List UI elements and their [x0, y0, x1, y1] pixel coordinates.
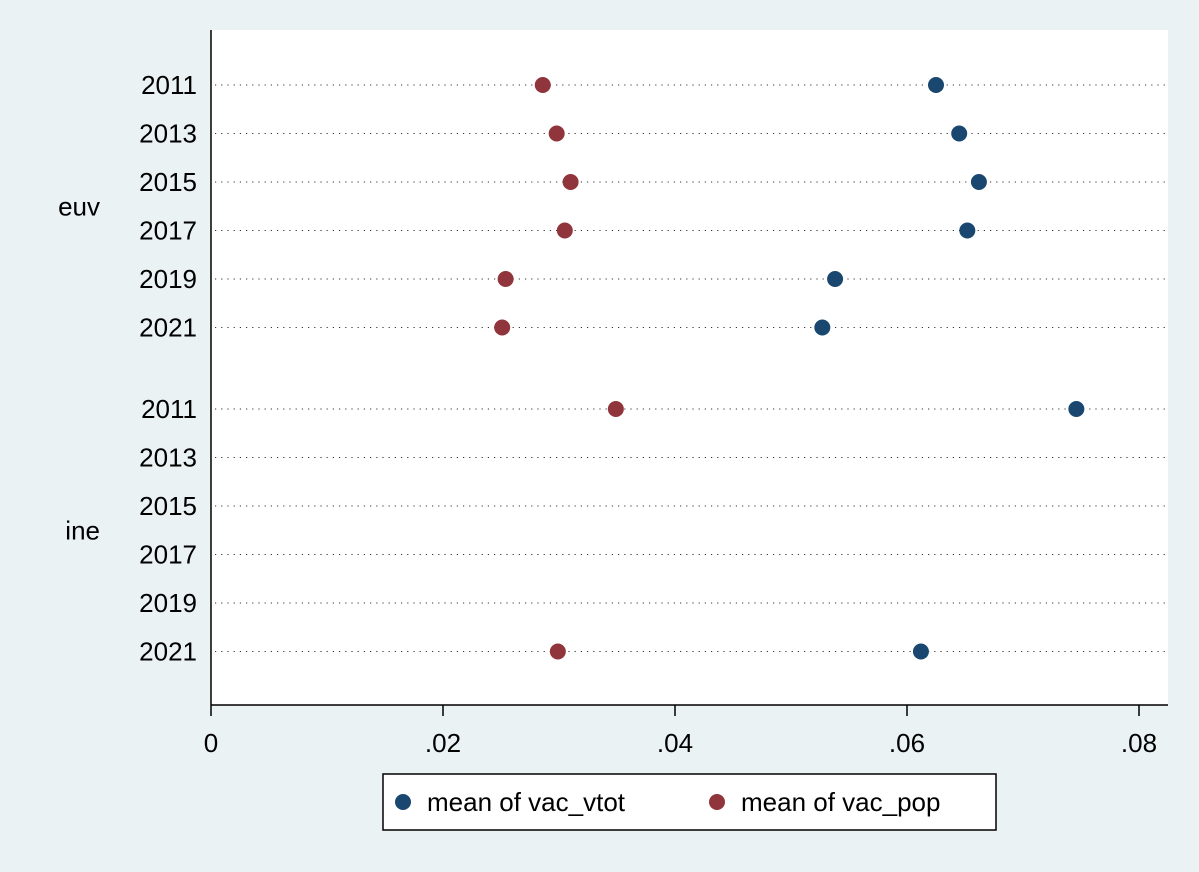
data-point: [970, 174, 987, 190]
plot-area: [211, 30, 1168, 705]
data-point: [827, 271, 844, 287]
category-label: 2013: [139, 443, 197, 473]
data-point: [814, 319, 831, 336]
data-point: [548, 125, 565, 142]
data-point: [928, 77, 944, 93]
category-label: 2021: [139, 313, 197, 343]
category-label: 2019: [139, 264, 197, 294]
legend-marker: [395, 794, 411, 810]
group-label: ine: [65, 515, 100, 545]
data-point: [556, 222, 573, 239]
data-point: [534, 77, 551, 93]
data-point: [562, 174, 579, 190]
x-tick-label: 0: [204, 728, 218, 758]
legend-box: [382, 773, 997, 831]
category-label: 2015: [139, 491, 197, 521]
data-point: [549, 643, 566, 660]
x-tick-label: .02: [425, 728, 461, 758]
category-label: 2017: [139, 540, 197, 570]
data-points: [494, 77, 1085, 660]
data-point: [1068, 401, 1085, 417]
category-label: 2021: [139, 637, 197, 667]
category-label: 2019: [139, 588, 197, 618]
legend-marker: [709, 794, 725, 810]
x-ticks: 0 .02 .04 .06 .08: [204, 705, 1157, 758]
category-label: 2013: [139, 119, 197, 149]
category-label: 2011: [141, 394, 197, 424]
legend: mean of vac_vtot mean of vac_pop: [382, 773, 997, 831]
data-point: [607, 401, 624, 417]
x-tick-label: .04: [657, 728, 693, 758]
group-label: euv: [58, 191, 100, 221]
data-point: [497, 271, 514, 287]
data-point: [494, 319, 511, 336]
x-tick-label: .08: [1121, 728, 1157, 758]
category-label: 2011: [141, 70, 197, 100]
data-point: [912, 643, 929, 660]
legend-label: mean of vac_vtot: [427, 787, 626, 817]
category-label: 2017: [139, 216, 197, 246]
y-labels: 2011 2013 2015 2017 2019 2021 euv 2011 2013 2015 2…: [58, 70, 197, 667]
data-point: [959, 222, 976, 239]
x-tick-label: .06: [889, 728, 925, 758]
category-label: 2015: [139, 167, 197, 197]
data-point: [951, 125, 968, 142]
grid-lines: [215, 84, 1168, 652]
legend-label: mean of vac_pop: [741, 787, 940, 817]
